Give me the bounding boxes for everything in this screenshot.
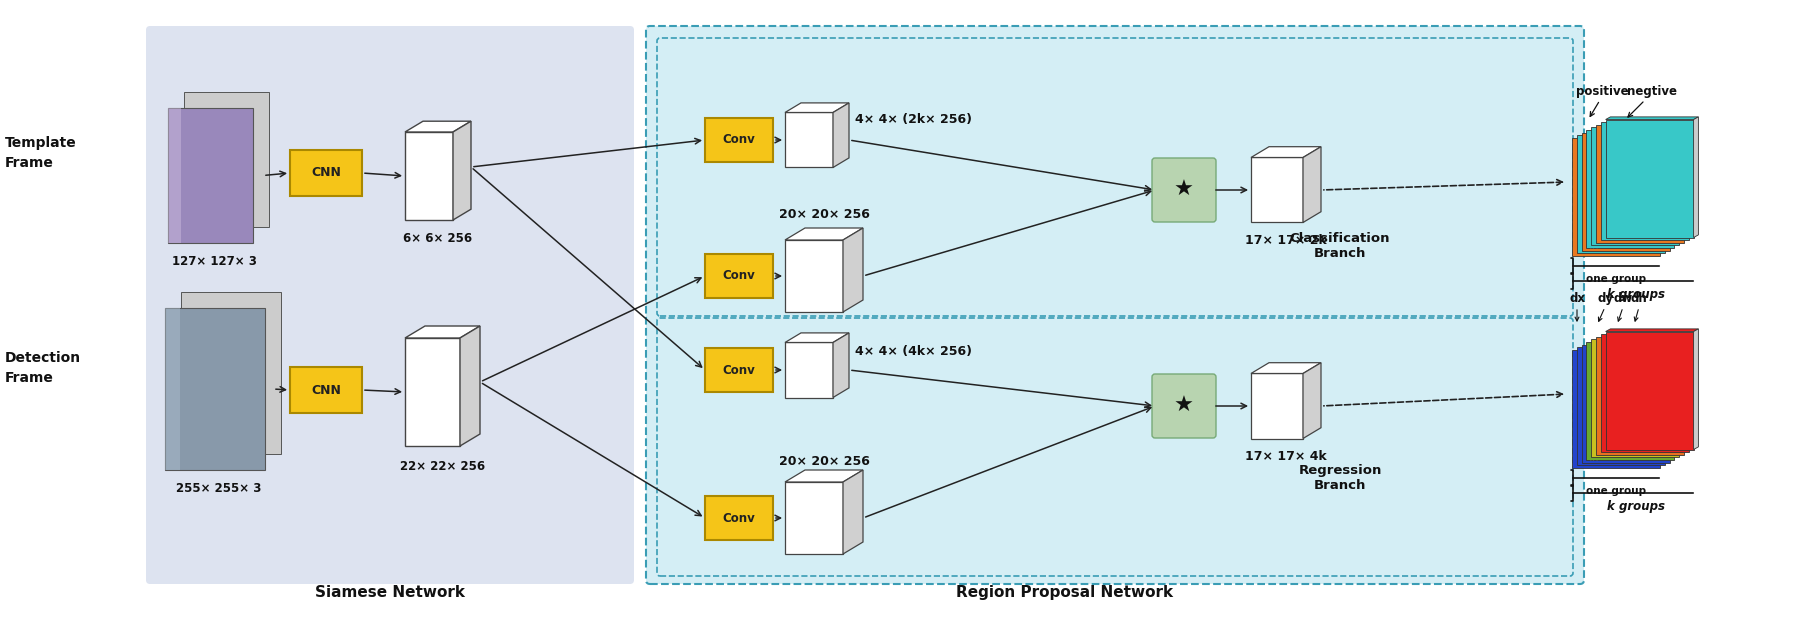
Polygon shape xyxy=(785,342,834,397)
Polygon shape xyxy=(1578,135,1664,253)
FancyBboxPatch shape xyxy=(704,254,773,298)
Text: one group: one group xyxy=(1587,274,1646,284)
Text: ★: ★ xyxy=(1174,180,1194,200)
Polygon shape xyxy=(785,333,848,342)
Text: ...: ... xyxy=(1588,453,1599,463)
Text: CNN: CNN xyxy=(312,384,340,397)
Polygon shape xyxy=(1606,331,1693,449)
FancyBboxPatch shape xyxy=(1153,158,1216,222)
Text: ★: ★ xyxy=(1174,396,1194,416)
Polygon shape xyxy=(843,228,863,312)
Text: Region Proposal Network: Region Proposal Network xyxy=(956,585,1174,600)
Polygon shape xyxy=(785,112,834,167)
Polygon shape xyxy=(167,108,252,243)
Polygon shape xyxy=(1596,125,1684,243)
Polygon shape xyxy=(834,103,848,167)
Polygon shape xyxy=(1592,127,1679,245)
Text: ...: ... xyxy=(1588,241,1599,251)
FancyBboxPatch shape xyxy=(290,150,362,196)
Text: 127× 127× 3: 127× 127× 3 xyxy=(173,255,258,268)
FancyBboxPatch shape xyxy=(647,26,1585,584)
Text: Conv: Conv xyxy=(722,269,755,282)
FancyBboxPatch shape xyxy=(290,367,362,413)
Polygon shape xyxy=(1587,130,1675,248)
Text: one group: one group xyxy=(1587,486,1646,496)
Text: Siamese Network: Siamese Network xyxy=(315,585,465,600)
Text: 17× 17× 4k: 17× 17× 4k xyxy=(1244,451,1327,464)
Polygon shape xyxy=(459,326,481,446)
Text: dy: dy xyxy=(1597,292,1614,305)
Polygon shape xyxy=(834,333,848,397)
Polygon shape xyxy=(1572,350,1661,468)
Text: Conv: Conv xyxy=(722,133,755,146)
Polygon shape xyxy=(1572,138,1661,256)
Text: 22× 22× 256: 22× 22× 256 xyxy=(400,460,484,473)
Text: k groups: k groups xyxy=(1606,288,1664,301)
Text: CNN: CNN xyxy=(312,166,340,179)
Polygon shape xyxy=(1581,133,1670,251)
Polygon shape xyxy=(785,470,863,482)
Text: 17× 17× 2k: 17× 17× 2k xyxy=(1244,234,1327,247)
Text: Conv: Conv xyxy=(722,363,755,376)
Text: positive: positive xyxy=(1576,85,1628,98)
Polygon shape xyxy=(405,132,454,220)
Polygon shape xyxy=(843,470,863,554)
Polygon shape xyxy=(184,92,268,227)
Text: Detection
Frame: Detection Frame xyxy=(5,351,81,385)
Polygon shape xyxy=(454,121,472,220)
Polygon shape xyxy=(166,308,180,470)
Text: dh: dh xyxy=(1630,292,1648,305)
FancyBboxPatch shape xyxy=(704,496,773,540)
Polygon shape xyxy=(1252,363,1320,373)
Text: Classification
Branch: Classification Branch xyxy=(1290,232,1390,260)
Text: 20× 20× 256: 20× 20× 256 xyxy=(778,455,870,468)
Text: k groups: k groups xyxy=(1606,500,1664,513)
Polygon shape xyxy=(1596,337,1684,455)
Polygon shape xyxy=(1252,373,1302,439)
Text: negtive: negtive xyxy=(1626,85,1677,98)
Polygon shape xyxy=(405,121,472,132)
Polygon shape xyxy=(1693,329,1698,449)
Polygon shape xyxy=(180,292,281,454)
Polygon shape xyxy=(785,482,843,554)
Text: Template
Frame: Template Frame xyxy=(5,136,77,170)
Text: 255× 255× 3: 255× 255× 3 xyxy=(176,482,261,495)
Polygon shape xyxy=(1592,339,1679,457)
Text: Regression
Branch: Regression Branch xyxy=(1299,464,1381,492)
Polygon shape xyxy=(1606,117,1698,119)
Polygon shape xyxy=(785,103,848,112)
FancyBboxPatch shape xyxy=(704,348,773,392)
Polygon shape xyxy=(1693,117,1698,237)
Polygon shape xyxy=(405,326,481,338)
Polygon shape xyxy=(1252,146,1320,158)
Polygon shape xyxy=(1302,363,1320,439)
Polygon shape xyxy=(785,240,843,312)
Text: 4× 4× (2k× 256): 4× 4× (2k× 256) xyxy=(855,114,973,127)
Text: 4× 4× (4k× 256): 4× 4× (4k× 256) xyxy=(855,345,973,358)
FancyBboxPatch shape xyxy=(1153,374,1216,438)
Polygon shape xyxy=(405,338,459,446)
Polygon shape xyxy=(1578,347,1664,465)
Polygon shape xyxy=(1581,345,1670,463)
Text: dw: dw xyxy=(1614,292,1634,305)
Text: Conv: Conv xyxy=(722,512,755,525)
Text: 20× 20× 256: 20× 20× 256 xyxy=(778,208,870,221)
FancyBboxPatch shape xyxy=(704,118,773,162)
Polygon shape xyxy=(1587,342,1675,460)
Polygon shape xyxy=(166,308,265,470)
Polygon shape xyxy=(1252,158,1302,222)
Text: 6× 6× 256: 6× 6× 256 xyxy=(403,232,472,245)
Polygon shape xyxy=(1601,334,1689,452)
FancyBboxPatch shape xyxy=(146,26,634,584)
Polygon shape xyxy=(785,228,863,240)
Text: dx: dx xyxy=(1569,292,1585,305)
Polygon shape xyxy=(1606,119,1693,237)
Polygon shape xyxy=(1302,146,1320,222)
Polygon shape xyxy=(1606,329,1698,331)
Polygon shape xyxy=(167,108,180,243)
Polygon shape xyxy=(1601,122,1689,240)
